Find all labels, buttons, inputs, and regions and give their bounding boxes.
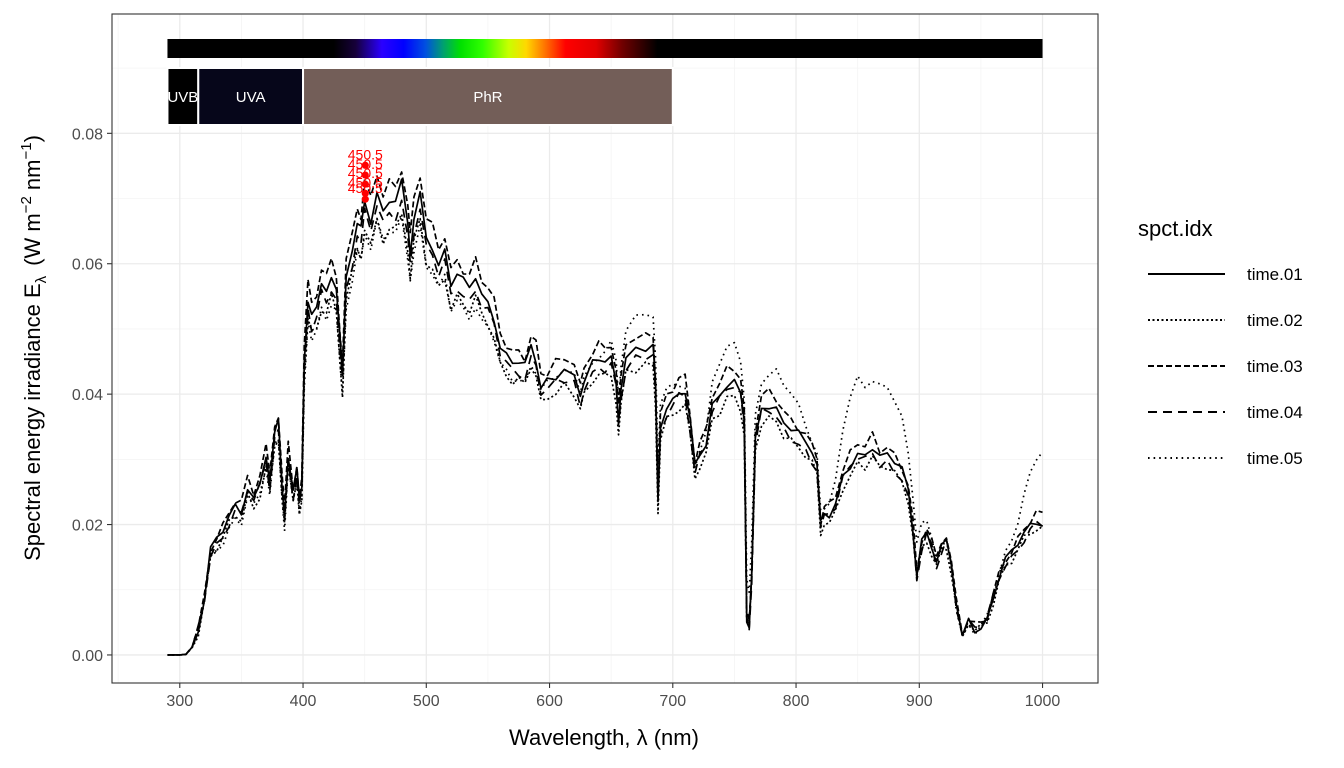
legend-label-time-04: time.04 xyxy=(1247,403,1303,422)
x-axis-title: Wavelength, λ (nm) xyxy=(509,725,699,750)
legend: spct.idx time.01 time.02 time.03 time.04 tim… xyxy=(1138,216,1303,468)
y-tick-label: 0.08 xyxy=(72,126,103,143)
waveband-label-phr: PhR xyxy=(473,89,502,106)
legend-label-time-01: time.01 xyxy=(1247,265,1303,284)
peak-label: 450.5 xyxy=(348,174,383,190)
x-axis: 300 400 500 600 700 800 900 1000 xyxy=(166,683,1060,710)
y-axis-title-unit-open: (W m xyxy=(20,213,45,266)
y-axis-title-unit-mid: nm xyxy=(20,160,45,197)
y-tick-label: 0.04 xyxy=(72,387,103,404)
peak-marker xyxy=(361,195,369,203)
y-tick-label: 0.06 xyxy=(72,257,103,274)
x-tick-label: 600 xyxy=(536,693,563,710)
x-tick-label: 400 xyxy=(290,693,317,710)
legend-label-time-03: time.03 xyxy=(1247,357,1303,376)
waveband-box-uva xyxy=(197,67,305,126)
peak-marker xyxy=(361,189,369,197)
waveband-labels: UVB UVA PhR xyxy=(166,67,674,126)
series-line-time-04 xyxy=(167,199,1044,656)
peak-marker xyxy=(361,161,369,169)
y-axis-title-main: Spectral energy irradiance E xyxy=(20,283,45,561)
x-tick-label: 300 xyxy=(166,693,193,710)
peak-label: 450.5 xyxy=(348,180,383,196)
wavelength-color-bar xyxy=(167,39,1043,58)
legend-label-time-05: time.05 xyxy=(1247,449,1303,468)
y-axis: 0.00 0.02 0.04 0.06 0.08 xyxy=(72,126,112,665)
x-tick-label: 700 xyxy=(659,693,686,710)
y-tick-label: 0.02 xyxy=(72,518,103,535)
peak-label: 450.5 xyxy=(348,165,383,181)
peak-label: 450.5 xyxy=(348,146,383,162)
peak-marker xyxy=(361,171,369,179)
peak-marker xyxy=(361,180,369,188)
spectrum-series xyxy=(167,171,1044,656)
series-line-time-05 xyxy=(167,215,1044,656)
x-tick-label: 800 xyxy=(783,693,810,710)
waveband-label-uva: UVA xyxy=(236,89,266,106)
waveband-label-uvb: UVB xyxy=(167,89,198,106)
series-line-time-03 xyxy=(167,171,1043,656)
legend-title: spct.idx xyxy=(1138,216,1213,241)
y-tick-label: 0.00 xyxy=(72,648,103,665)
y-axis-title-exponent-2: −1 xyxy=(18,142,35,159)
plot-panel-border xyxy=(111,13,1099,684)
x-tick-label: 500 xyxy=(413,693,440,710)
y-axis-title-unit-close: ) xyxy=(20,135,45,142)
y-axis-title: Spectral energy irradiance Eλ (W m−2 nm−1… xyxy=(18,135,50,561)
x-tick-label: 1000 xyxy=(1025,693,1061,710)
y-axis-title-exponent-1: −2 xyxy=(18,196,35,213)
peak-label: 450.5 xyxy=(348,156,383,172)
legend-label-time-02: time.02 xyxy=(1247,311,1303,330)
waveband-box-phr xyxy=(302,67,674,126)
y-axis-title-subscript: λ xyxy=(33,275,50,283)
x-tick-label: 900 xyxy=(906,693,933,710)
